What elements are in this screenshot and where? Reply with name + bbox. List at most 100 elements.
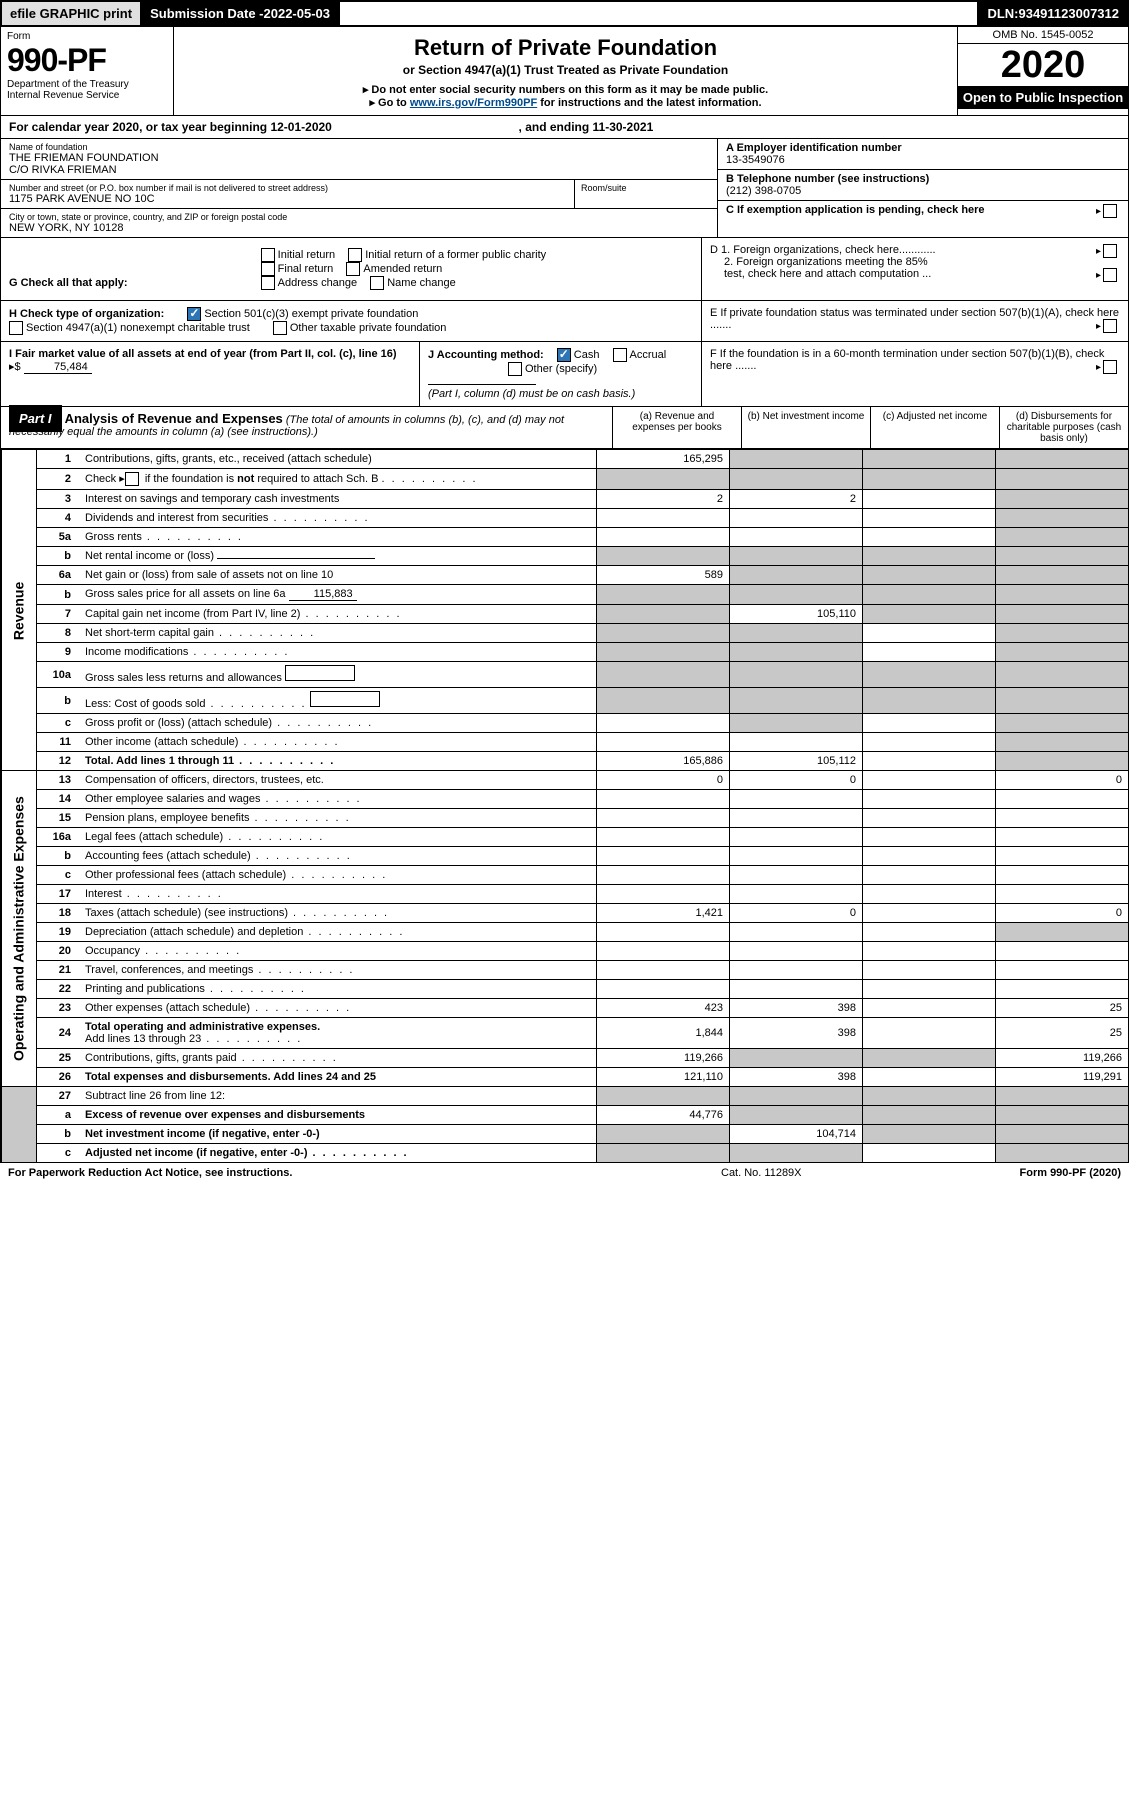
line6b-value: 115,883: [289, 588, 357, 601]
dln-lbl: DLN:: [987, 6, 1018, 21]
cal-a: For calendar year 2020, or tax year begi…: [9, 120, 270, 134]
submission-date: Submission Date - 2022-05-03: [142, 2, 340, 25]
d2-foreign-85: 2. Foreign organizations meeting the 85%…: [710, 256, 1120, 280]
row-val-a: 423: [597, 999, 730, 1018]
row-num: b: [37, 585, 80, 605]
g-initial-former[interactable]: Initial return of a former public charit…: [348, 248, 546, 262]
i-arrow: ▸$: [9, 361, 21, 373]
phone-val: (212) 398-0705: [726, 185, 801, 197]
footer-center: Cat. No. 11289X: [721, 1167, 921, 1179]
row-val-a: 121,110: [597, 1068, 730, 1087]
row-val-d: 25: [996, 1018, 1129, 1049]
row-num: 11: [37, 733, 80, 752]
row-val-a: 165,295: [597, 450, 730, 469]
name-lbl: Name of foundation: [9, 142, 709, 152]
j-accrual[interactable]: Accrual: [613, 349, 667, 361]
g-name-change[interactable]: Name change: [370, 276, 456, 290]
g-address-change[interactable]: Address change: [261, 276, 358, 290]
form-link[interactable]: www.irs.gov/Form990PF: [410, 97, 537, 109]
h-4947a1[interactable]: Section 4947(a)(1) nonexempt charitable …: [9, 322, 250, 334]
row-num: 8: [37, 624, 80, 643]
room-suite: Room/suite: [574, 180, 717, 208]
c-checkbox[interactable]: [1103, 204, 1117, 218]
g-final-return[interactable]: Final return: [261, 262, 334, 276]
row-num: 9: [37, 643, 80, 662]
schb-checkbox[interactable]: [125, 472, 139, 486]
h-label: H Check type of organization:: [9, 308, 164, 320]
row-desc: Occupancy: [79, 942, 597, 961]
form-note-2: ▸ Go to www.irs.gov/Form990PF for instru…: [184, 96, 947, 109]
form-header: Form 990-PF Department of the Treasury I…: [0, 27, 1129, 116]
row-val-b: 0: [730, 771, 863, 790]
row-num: 1: [37, 450, 80, 469]
row-val-b: 105,112: [730, 752, 863, 771]
tax-year: 2020: [958, 44, 1128, 86]
row-desc: Depreciation (attach schedule) and deple…: [79, 923, 597, 942]
row-num: 13: [37, 771, 80, 790]
section-g-d: G Check all that apply: Initial return I…: [0, 238, 1129, 301]
open-inspection: Open to Public Inspection: [958, 86, 1128, 109]
row-desc: Adjusted net income (if negative, enter …: [79, 1144, 597, 1163]
j-other[interactable]: Other (specify): [508, 363, 597, 375]
row-desc: Other employee salaries and wages: [79, 790, 597, 809]
row-val-d: 119,266: [996, 1049, 1129, 1068]
row-num: 25: [37, 1049, 80, 1068]
c-lbl: C If exemption application is pending, c…: [726, 204, 985, 216]
form-number: 990-PF: [7, 42, 167, 79]
dln-val: 93491123007312: [1018, 6, 1119, 21]
row-desc: Total. Add lines 1 through 11: [79, 752, 597, 771]
row-desc: Contributions, gifts, grants paid: [79, 1049, 597, 1068]
row-desc: Net short-term capital gain: [79, 624, 597, 643]
foundation-name: Name of foundation THE FRIEMAN FOUNDATIO…: [1, 139, 717, 180]
row-num: b: [37, 847, 80, 866]
e-checkbox[interactable]: [1103, 319, 1117, 333]
addr-val: 1175 PARK AVENUE NO 10C: [9, 193, 566, 205]
form-title: Return of Private Foundation: [184, 35, 947, 61]
expenses-side-label: Operating and Administrative Expenses: [1, 771, 37, 1087]
g-initial-return[interactable]: Initial return: [261, 248, 335, 262]
row-desc: Net investment income (if negative, ente…: [79, 1125, 597, 1144]
row-desc: Compensation of officers, directors, tru…: [79, 771, 597, 790]
efile-label[interactable]: efile GRAPHIC print: [2, 2, 142, 25]
row-desc: Taxes (attach schedule) (see instruction…: [79, 904, 597, 923]
row-val-b: 398: [730, 999, 863, 1018]
cal-b: , and ending: [519, 120, 593, 134]
name-1: THE FRIEMAN FOUNDATION: [9, 152, 709, 164]
ein-val: 13-3549076: [726, 154, 785, 166]
row-num: 22: [37, 980, 80, 999]
row-num: 21: [37, 961, 80, 980]
dept-1: Department of the Treasury: [7, 79, 167, 90]
phone-lbl: B Telephone number (see instructions): [726, 173, 929, 185]
calendar-year-line: For calendar year 2020, or tax year begi…: [0, 116, 1129, 139]
col-a-header: (a) Revenue and expenses per books: [613, 407, 742, 448]
revenue-expense-table: Revenue 1 Contributions, gifts, grants, …: [0, 449, 1129, 1163]
phone-block: B Telephone number (see instructions) (2…: [718, 170, 1128, 201]
row-val-d: 0: [996, 904, 1129, 923]
row-val-a: 589: [597, 566, 730, 585]
omb-number: OMB No. 1545-0052: [958, 27, 1128, 44]
row-num: 24: [37, 1018, 80, 1049]
topbar-spacer: [340, 2, 979, 25]
row-val-b: 105,110: [730, 605, 863, 624]
cal-begin: 12-01-2020: [270, 120, 331, 134]
row-num: 27: [37, 1087, 80, 1106]
row-desc: Capital gain net income (from Part IV, l…: [79, 605, 597, 624]
row-val-a: 44,776: [597, 1106, 730, 1125]
page-footer: For Paperwork Reduction Act Notice, see …: [0, 1163, 1129, 1183]
row-val-b: 0: [730, 904, 863, 923]
row-num: c: [37, 866, 80, 885]
h-501c3[interactable]: Section 501(c)(3) exempt private foundat…: [187, 308, 418, 320]
d2-checkbox[interactable]: [1103, 268, 1117, 282]
j-note: (Part I, column (d) must be on cash basi…: [428, 388, 635, 400]
f-checkbox[interactable]: [1103, 360, 1117, 374]
row-num: c: [37, 1144, 80, 1163]
j-cash[interactable]: Cash: [557, 349, 600, 361]
form-subtitle: or Section 4947(a)(1) Trust Treated as P…: [184, 63, 947, 77]
row-desc: Total expenses and disbursements. Add li…: [79, 1068, 597, 1087]
col-d-header: (d) Disbursements for charitable purpose…: [1000, 407, 1128, 448]
g-amended-return[interactable]: Amended return: [346, 262, 442, 276]
row-val-b: 104,714: [730, 1125, 863, 1144]
h-other-taxable[interactable]: Other taxable private foundation: [273, 322, 447, 334]
row-num: b: [37, 1125, 80, 1144]
d1-checkbox[interactable]: [1103, 244, 1117, 258]
